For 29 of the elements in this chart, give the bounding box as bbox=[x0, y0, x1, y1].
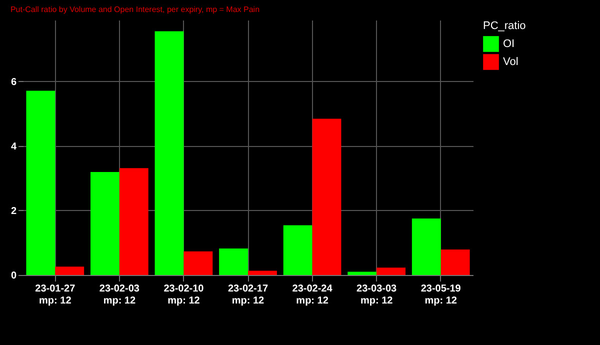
bar bbox=[412, 218, 441, 275]
y-tick-label: 6 bbox=[10, 76, 17, 88]
bar bbox=[26, 90, 56, 275]
y-tick-label: 0 bbox=[10, 270, 17, 282]
bar bbox=[154, 31, 184, 275]
x-tick-label: 23-02-24 mp: 12 bbox=[292, 284, 333, 306]
x-tick-label: 23-01-27 mp: 12 bbox=[35, 284, 76, 306]
bar bbox=[219, 248, 248, 275]
x-tick-label: 23-05-19 mp: 12 bbox=[420, 284, 462, 306]
x-tick-label: 23-02-03 mp: 12 bbox=[99, 284, 140, 306]
legend-label: OI bbox=[503, 38, 515, 50]
bar bbox=[283, 225, 312, 275]
bar bbox=[312, 118, 342, 275]
bar bbox=[55, 266, 84, 275]
bar bbox=[376, 268, 406, 275]
bar bbox=[248, 270, 277, 275]
x-tick-label: 23-03-03 mp: 12 bbox=[356, 284, 398, 306]
bar bbox=[440, 250, 470, 275]
y-tick-label: 2 bbox=[10, 206, 17, 217]
bar bbox=[90, 172, 120, 275]
x-tick-label: 23-02-17 mp: 12 bbox=[228, 284, 268, 306]
bar bbox=[184, 251, 213, 275]
legend-label: Vol bbox=[503, 56, 518, 68]
bar bbox=[119, 168, 148, 275]
y-tick-label: 4 bbox=[10, 141, 17, 152]
x-tick-label: 23-02-10 mp: 12 bbox=[164, 284, 204, 306]
bar bbox=[348, 272, 377, 275]
chart-subtitle: Put-Call ratio by Volume and Open Interest, per expiry, mp = Max Pain bbox=[10, 5, 260, 14]
legend-title: PC_ratio bbox=[483, 20, 526, 32]
